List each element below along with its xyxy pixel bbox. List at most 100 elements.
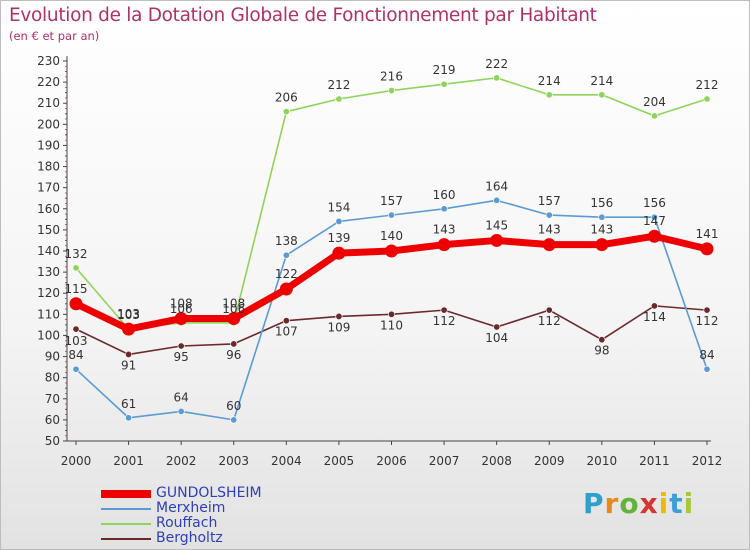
data-point [440,205,448,213]
data-point [542,238,556,252]
data-point [282,251,290,259]
data-label: 143 [590,223,613,237]
y-tick-label: 90 [45,350,60,364]
data-label: 106 [222,302,245,316]
data-label: 157 [538,194,561,208]
data-label: 112 [696,314,719,328]
y-tick-label: 110 [37,307,60,321]
x-tick-label: 2009 [534,454,565,468]
data-point [490,233,504,247]
data-label: 154 [327,200,350,214]
data-point [72,365,80,373]
data-label: 115 [65,282,88,296]
data-point [647,229,661,243]
data-label: 122 [275,267,298,281]
data-point [387,310,395,318]
data-label: 156 [590,196,613,210]
data-label: 107 [275,325,298,339]
legend-label: GUNDOLSHEIM [156,485,262,501]
legend-label: Merxheim [156,500,226,516]
x-tick-label: 2004 [271,454,302,468]
data-label: 212 [696,78,719,92]
data-point [387,211,395,219]
y-tick-label: 50 [45,434,60,448]
chart-title: Evolution de la Dotation Globale de Fonc… [9,5,597,26]
data-point [335,217,343,225]
data-point [387,87,395,95]
data-label: 112 [538,314,561,328]
data-label: 139 [327,231,350,245]
data-label: 103 [65,334,88,348]
data-label: 212 [327,78,350,92]
y-tick-label: 160 [37,202,60,216]
data-label: 106 [170,302,193,316]
data-label: 156 [643,196,666,210]
data-label: 141 [696,227,719,241]
x-tick-label: 2001 [113,454,144,468]
data-label: 103 [117,307,140,321]
x-tick-label: 2007 [429,454,460,468]
data-label: 60 [226,399,241,413]
x-tick-label: 2012 [692,454,723,468]
legend-swatch [101,508,151,510]
data-label: 138 [275,234,298,248]
data-label: 214 [590,74,613,88]
y-tick-label: 130 [37,265,60,279]
data-label: 145 [485,218,508,232]
data-label: 143 [538,223,561,237]
data-label: 157 [380,194,403,208]
data-point [385,244,398,258]
x-tick-label: 2002 [166,454,197,468]
data-label: 98 [594,344,609,358]
legend-swatch [101,523,151,525]
data-label: 95 [174,350,189,364]
legend-swatch [101,538,151,540]
data-point [125,350,133,358]
data-label: 61 [121,397,136,411]
data-point [125,414,133,422]
data-point [598,91,606,99]
data-label: 109 [327,320,350,334]
data-point [493,196,501,204]
data-label: 132 [65,247,88,261]
data-point [437,238,451,252]
data-point [493,74,501,82]
data-point [177,342,185,350]
data-label: 160 [433,188,456,202]
x-tick-label: 2003 [218,454,249,468]
data-label: 96 [226,348,241,362]
data-label: 108 [222,297,245,311]
data-point [703,306,711,314]
data-point [545,91,553,99]
x-tick-label: 2008 [481,454,512,468]
data-point [279,282,293,296]
data-point [545,306,553,314]
data-label: 219 [433,63,456,77]
data-label: 114 [643,310,666,324]
data-label: 143 [433,223,456,237]
data-label: 112 [433,314,456,328]
data-point [598,213,606,221]
y-tick-label: 80 [45,371,60,385]
data-point [230,416,238,424]
data-point [703,365,711,373]
data-point [335,95,343,103]
data-label: 108 [170,297,193,311]
x-tick-label: 2005 [324,454,355,468]
data-point [703,95,711,103]
x-tick-label: 2000 [61,454,92,468]
data-label: 206 [275,91,298,105]
y-tick-label: 210 [37,96,60,110]
data-point [440,306,448,314]
data-point [69,297,83,311]
legend-label: Rouffach [156,515,218,531]
data-point [282,317,290,325]
y-tick-label: 190 [37,138,60,152]
data-point [177,407,185,415]
data-label: 91 [121,358,136,372]
data-point [227,312,241,326]
legend-label: Bergholtz [156,530,223,546]
data-label: 164 [485,179,508,193]
data-point [595,238,609,252]
data-point [72,264,80,272]
